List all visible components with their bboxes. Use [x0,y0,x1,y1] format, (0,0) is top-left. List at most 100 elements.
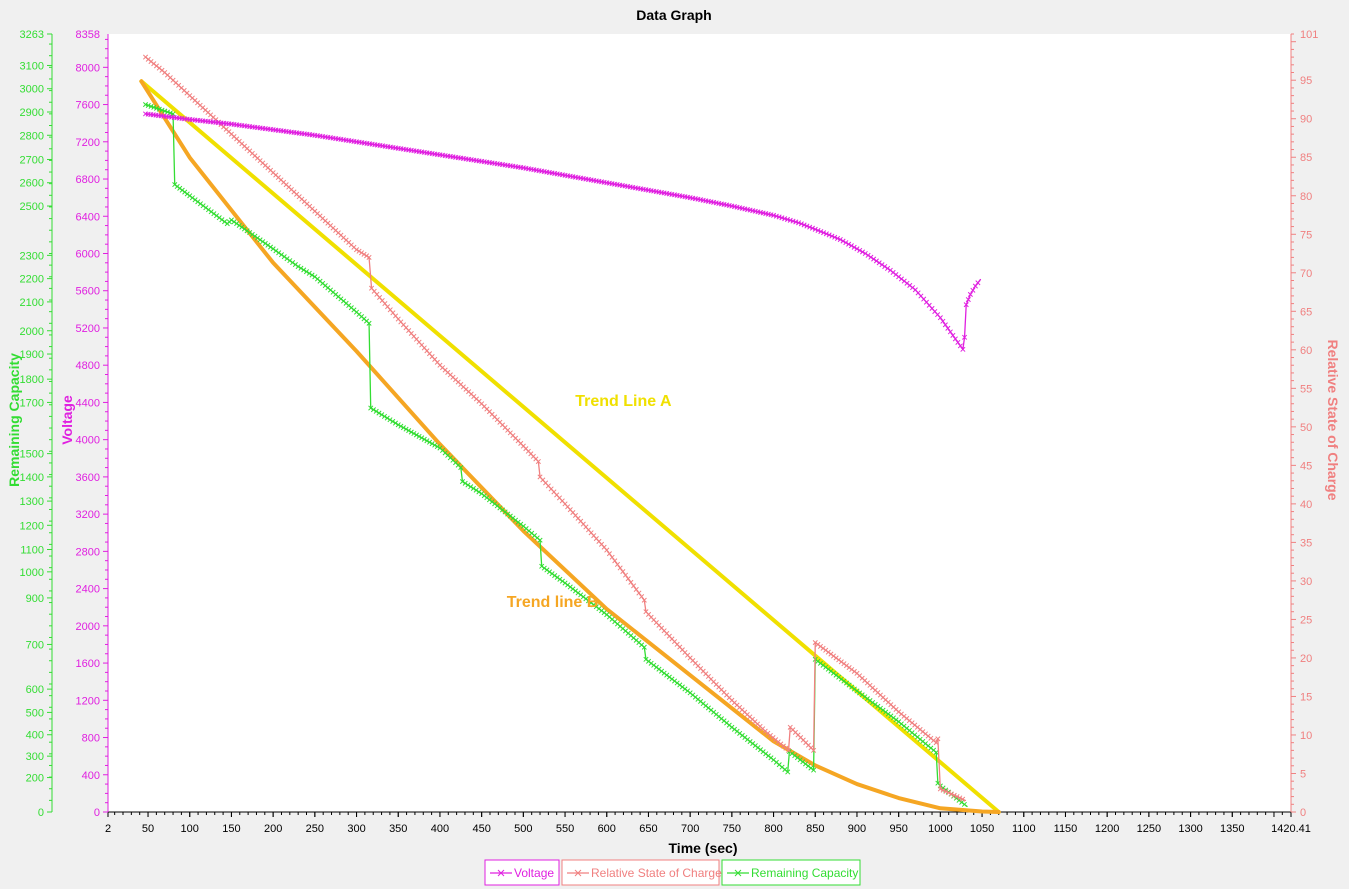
relative-state-of-charge-marker [957,795,963,801]
relative-state-of-charge-marker [636,590,642,596]
remaining-capacity-marker [278,252,285,258]
remaining-capacity-marker [381,413,388,419]
rsoc-tick-label: 85 [1300,152,1312,164]
relative-state-of-charge-marker [933,740,939,746]
rsoc-tick-label: 95 [1300,75,1312,87]
capacity-tick-label: 2500 [20,201,44,213]
series-group [139,54,1001,814]
trend-annotation-label: Trend line B [507,594,599,611]
voltage-marker [882,263,888,270]
rsoc-tick-label: 90 [1300,114,1312,126]
x-tick-label: 850 [806,823,824,835]
capacity-tick-label: 3000 [20,84,44,96]
voltage-tick-label: 400 [82,770,100,782]
voltage-tick-label: 2000 [76,621,100,633]
relative-state-of-charge-marker [628,579,634,585]
x-tick-label: 450 [472,823,490,835]
remaining-capacity-marker [559,578,566,584]
capacity-tick-label: 2600 [20,178,44,190]
legend-swatch-marker [497,869,505,877]
rsoc-tick-label: 25 [1300,614,1312,626]
voltage-marker [942,322,948,328]
remaining-capacity-marker [641,644,647,650]
rsoc-tick-label: 65 [1300,306,1312,318]
remaining-capacity-marker [295,263,301,270]
remaining-capacity-marker [392,420,399,426]
trend-annotation-label: Trend Line A [575,393,672,410]
voltage-tick-label: 6400 [76,211,100,223]
rsoc-tick-label: 0 [1300,807,1306,819]
x-tick-label: 300 [347,823,365,835]
rsoc-tick-label: 80 [1300,191,1312,203]
capacity-tick-label: 700 [26,639,44,651]
voltage-marker [821,230,827,236]
remaining-capacity-marker [544,567,550,573]
voltage-marker [823,231,829,237]
rsoc-tick-label: 10 [1300,730,1312,742]
x-tick-label: 1000 [928,823,952,835]
relative-state-of-charge-marker [943,788,949,795]
voltage-tick-label: 1600 [76,658,100,670]
voltage-marker [804,223,810,229]
rsoc-tick-label: 70 [1300,268,1312,280]
remaining-capacity-marker [162,108,168,114]
rsoc-tick-label: 45 [1300,460,1312,472]
remaining-capacity-marker [241,226,248,232]
relative-state-of-charge-marker [935,736,941,742]
remaining-capacity-marker [541,565,547,571]
remaining-capacity-marker [459,478,466,485]
remaining-capacity-axis-label: Remaining Capacity [6,353,22,487]
rsoc-tick-label: 35 [1300,537,1312,549]
voltage-marker [871,256,877,262]
remaining-capacity-marker [473,487,479,493]
voltage-marker [829,233,835,239]
voltage-marker [859,249,866,255]
voltage-marker [868,254,874,260]
remaining-capacity-marker [811,767,817,773]
capacity-tick-label: 1300 [20,496,44,508]
rsoc-tick-label: 15 [1300,691,1312,703]
legend-item-label: Voltage [514,866,554,880]
voltage-marker [947,329,953,335]
rsoc-tick-label: 40 [1300,499,1312,511]
voltage-tick-label: 6800 [76,174,100,186]
voltage-marker [970,287,976,293]
voltage-marker [862,250,868,257]
capacity-tick-label: 1200 [20,520,44,532]
remaining-capacity-marker [390,418,396,424]
voltage-tick-label: 3200 [76,509,100,521]
rsoc-tick-label: 50 [1300,422,1312,434]
remaining-capacity-marker [379,412,385,418]
x-tick-label: 1200 [1095,823,1119,835]
x-tick-label: 650 [639,823,657,835]
voltage-tick-label: 8000 [76,62,100,74]
x-tick-label: 400 [431,823,449,835]
remaining-capacity-marker [234,221,240,227]
relative-state-of-charge-marker [609,554,615,560]
rsoc-tick-label: 101 [1300,29,1318,41]
x-tick-label: 50 [142,823,154,835]
remaining-capacity-marker [416,433,422,439]
remaining-capacity-marker [426,439,433,445]
capacity-tick-label: 200 [26,773,44,785]
remaining-capacity-marker [961,801,967,807]
voltage-marker [961,334,968,340]
remaining-capacity-marker [432,442,438,448]
x-tick-label: 350 [389,823,407,835]
remaining-capacity-marker [785,769,791,775]
voltage-marker [798,221,804,227]
voltage-tick-label: 6000 [76,248,100,260]
relative-state-of-charge-marker [622,572,629,578]
voltage-marker [834,235,841,241]
relative-state-of-charge-marker [811,747,817,753]
rsoc-tick-label: 30 [1300,576,1312,588]
voltage-marker [851,244,857,250]
remaining-capacity-marker [247,230,253,236]
x-tick-label: 700 [681,823,699,835]
remaining-capacity-marker [254,235,261,241]
remaining-capacity-marker [419,435,425,441]
relative-state-of-charge-marker [356,248,362,254]
capacity-tick-label: 1100 [20,545,44,557]
remaining-capacity-marker [366,320,372,326]
remaining-capacity-marker [281,254,287,260]
